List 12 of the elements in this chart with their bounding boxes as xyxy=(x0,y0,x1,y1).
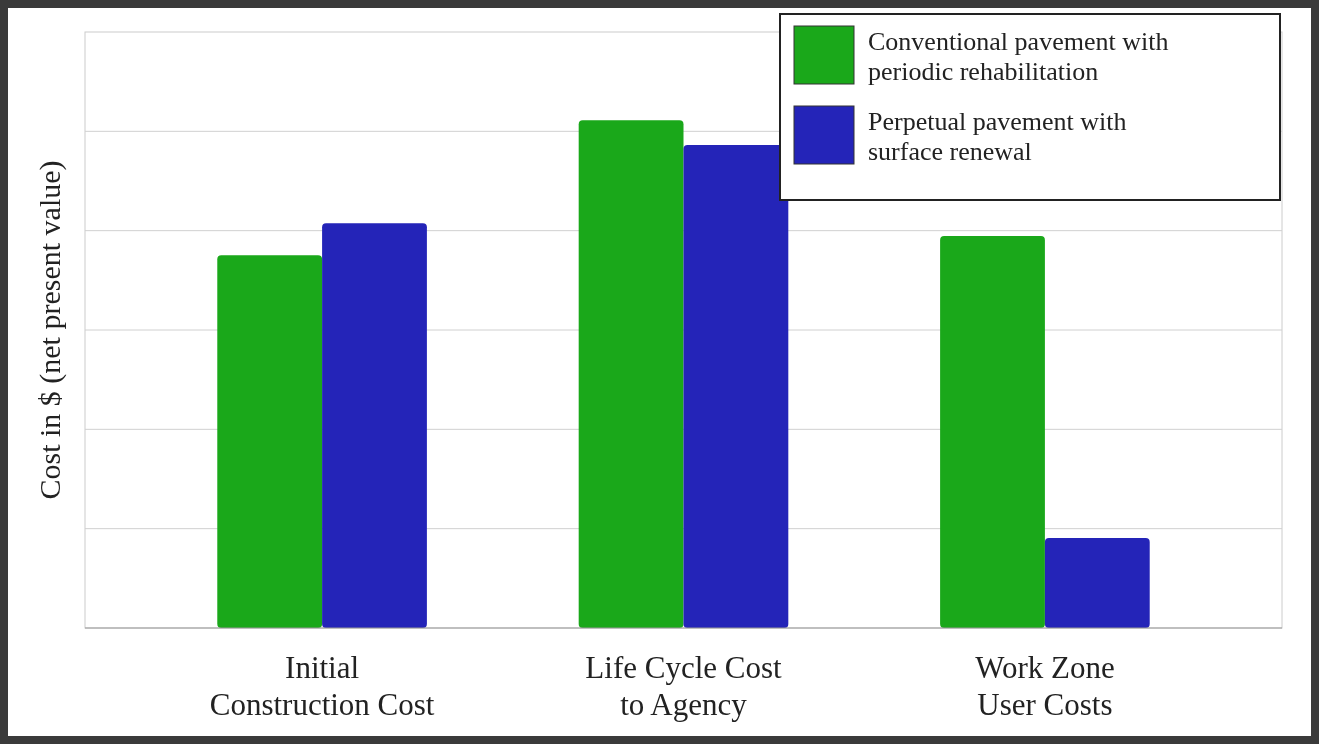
x-tick-label: Life Cycle Cost to Agency xyxy=(585,650,783,722)
bar xyxy=(322,223,427,628)
bar xyxy=(1044,538,1150,628)
legend-label: Conventional pavement with periodic rehabilitation xyxy=(868,27,1169,86)
bar xyxy=(578,120,684,628)
bar xyxy=(683,145,789,628)
bar xyxy=(940,235,1045,628)
bar xyxy=(217,255,323,628)
y-axis-title: Cost in $ (net present value) xyxy=(33,160,67,500)
x-tick-label: Work Zone User Costs xyxy=(975,650,1115,722)
legend-label: Perpetual pavement with surface renewal xyxy=(868,107,1127,166)
x-tick-label: Initial Construction Cost xyxy=(209,650,435,722)
